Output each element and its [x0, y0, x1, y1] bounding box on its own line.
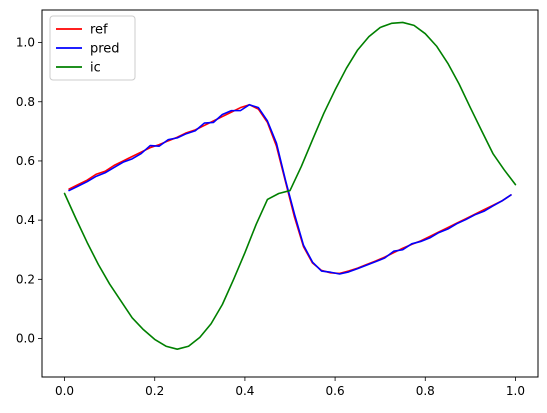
legend-box	[49, 15, 136, 81]
x-axis-ticks: 0.0 0.2 0.4 0.6 0.8 1.0	[55, 377, 525, 398]
series-layer	[63, 21, 517, 350]
x-tick-label: 0.0	[55, 384, 74, 398]
x-tick-label: 0.2	[145, 384, 164, 398]
x-tick-label: 0.6	[326, 384, 345, 398]
x-tick-label: 1.0	[506, 384, 525, 398]
y-tick-label: 0.0	[16, 332, 35, 346]
y-tick-label: 0.8	[16, 95, 35, 109]
y-axis-ticks: 0.0 0.2 0.4 0.6 0.8 1.0	[16, 36, 42, 346]
y-tick-label: 0.6	[16, 154, 35, 168]
series-line-pred	[68, 103, 512, 275]
legend-label-pred: pred	[90, 42, 120, 57]
legend: ref pred ic	[49, 15, 136, 81]
x-tick-label: 0.4	[235, 384, 254, 398]
series-line-ic	[63, 21, 517, 350]
legend-label-ref: ref	[90, 23, 108, 38]
y-tick-label: 1.0	[16, 36, 35, 50]
y-tick-label: 0.4	[16, 213, 35, 227]
legend-label-ic: ic	[90, 61, 101, 76]
plot-frame	[41, 9, 539, 378]
x-tick-label: 0.8	[416, 384, 435, 398]
y-tick-label: 0.2	[16, 272, 35, 286]
